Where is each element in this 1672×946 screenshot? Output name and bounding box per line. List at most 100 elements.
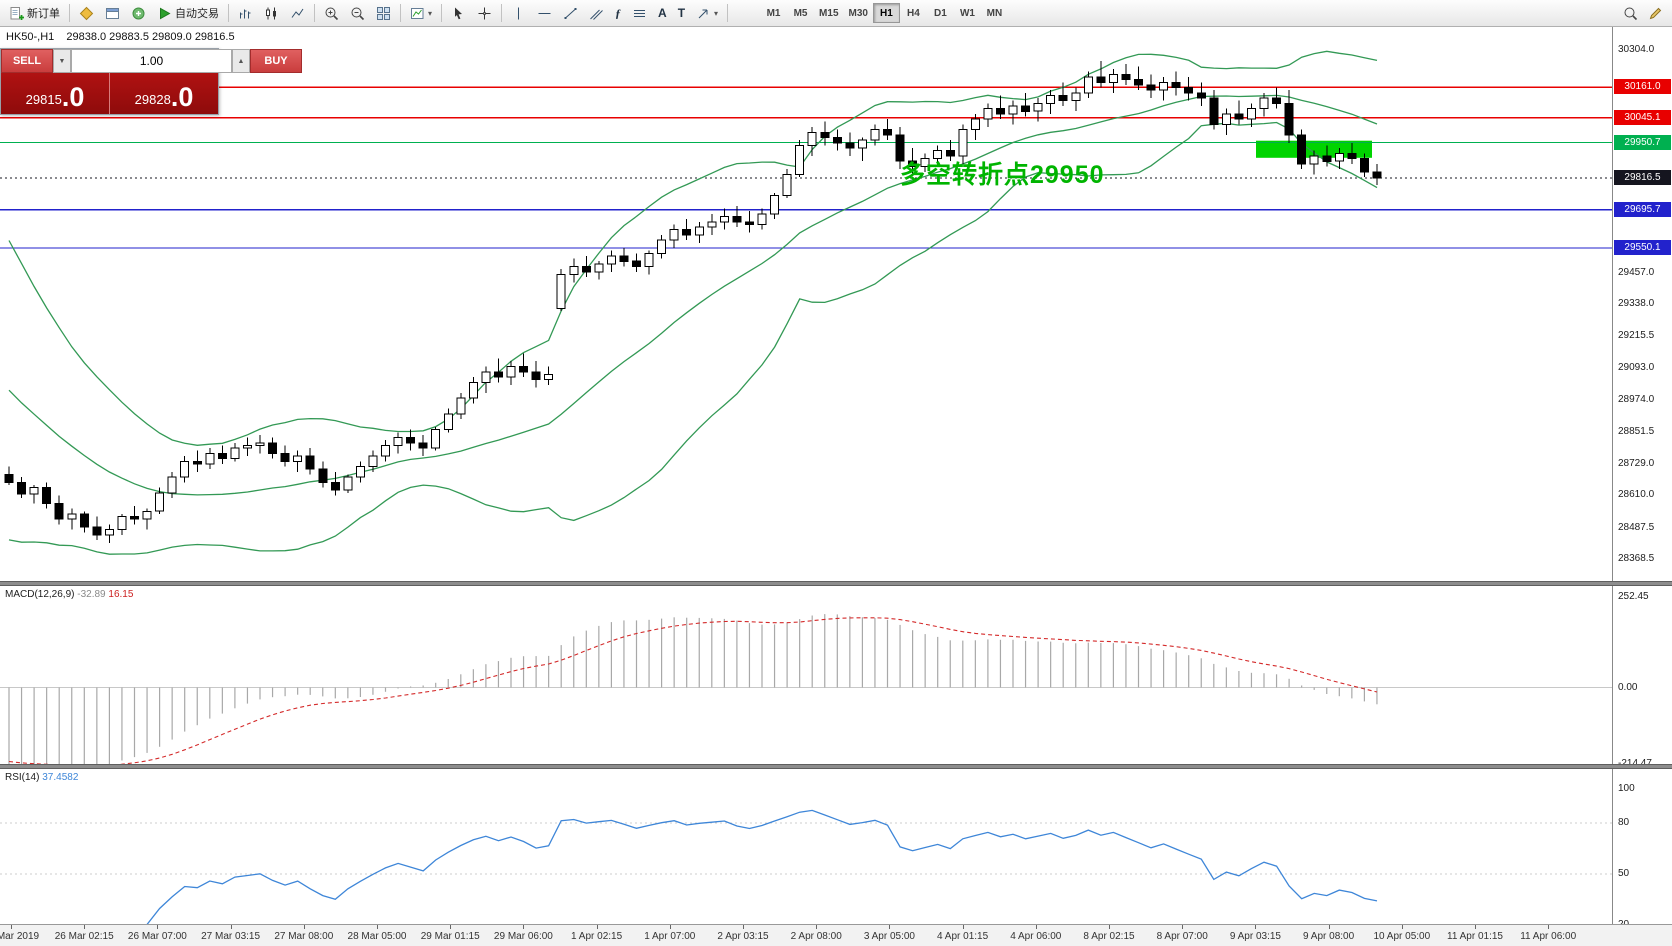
objects-list-button[interactable] [627,2,652,24]
time-axis-label: 11 Apr 01:15 [1447,931,1503,942]
price-axis-label: 28368.5 [1618,553,1655,565]
rsi-chart[interactable] [0,769,1612,924]
macd-signal-value: 16.15 [108,589,134,600]
trendline-tool-button[interactable] [558,2,583,24]
pencil-icon [1648,6,1663,21]
price-axis[interactable]: 30304.0 29457.0 29338.0 29215.5 29093.0 28974… [1612,27,1672,581]
text-label-tool-button[interactable]: T [673,2,690,24]
macd-axis[interactable]: 252.45 0.00 -214.47 [1612,586,1672,764]
timeframe-m1-button[interactable]: M1 [760,3,787,23]
navigator-button[interactable] [126,2,151,24]
chart-title: HK50-,H1 29838.0 29883.5 29809.0 29816.5 [6,31,235,43]
sell-price-main: 29815 [25,92,62,107]
time-axis-label: 11 Apr 06:00 [1520,931,1577,942]
time-tick [743,925,744,929]
tile-windows-icon [376,6,391,21]
time-tick [303,925,305,929]
time-tick [816,925,818,929]
crosshair-tool-button[interactable] [472,2,497,24]
fibonacci-tool-button[interactable]: ƒ [610,2,626,24]
sell-price-pips: .0 [61,82,85,112]
rsi-panel[interactable]: RSI(14) 37.4582 [0,769,1612,924]
rsi-axis[interactable]: 100 80 50 20 [1612,769,1672,924]
panel-splitter[interactable] [0,581,1672,586]
edit-button[interactable] [1643,2,1668,24]
price-axis-label: 28851.5 [1618,425,1655,437]
zoom-out-icon [350,6,365,21]
timeframe-w1-button[interactable]: W1 [954,3,981,23]
horizontal-line-tool-button[interactable] [532,2,557,24]
time-axis-label: 4 Apr 06:00 [1010,931,1062,942]
sell-button[interactable]: SELL [1,49,53,73]
candlestick-chart-button[interactable] [259,2,284,24]
panel-splitter[interactable] [0,764,1672,769]
macd-chart[interactable] [0,586,1612,764]
volume-stepper: ▼ ▲ [53,49,250,73]
price-axis-label: 28610.0 [1618,489,1655,501]
macd-panel[interactable]: MACD(12,26,9) -32.89 16.15 [0,586,1612,764]
time-tick [1035,925,1037,929]
volume-decrease-button[interactable]: ▼ [53,49,71,73]
volume-input[interactable] [71,49,232,73]
arrows-tool-button[interactable]: ▾ [691,2,723,24]
channel-icon [589,6,604,21]
time-tick [1401,925,1403,929]
time-tick [230,925,232,929]
macd-axis-label: -214.47 [1618,758,1652,764]
market-watch-button[interactable] [74,2,99,24]
time-axis-label: 25 Mar 2019 [0,931,40,942]
timeframe-d1-button[interactable]: D1 [927,3,954,23]
new-order-button[interactable]: 新订单 [4,2,65,24]
cursor-tool-button[interactable] [446,2,471,24]
toolbar-separator [228,4,229,22]
rsi-axis-label: 100 [1618,783,1635,794]
buy-button[interactable]: BUY [250,49,302,73]
sell-price[interactable]: 29815.0 [1,73,110,114]
price-chart-panel[interactable]: HK50-,H1 29838.0 29883.5 29809.0 29816.5… [0,27,1612,581]
timeframe-mn-button[interactable]: MN [981,3,1008,23]
timeframe-h4-button[interactable]: H4 [900,3,927,23]
search-button[interactable] [1618,2,1643,24]
channel-tool-button[interactable] [584,2,609,24]
time-axis-label: 10 Apr 05:00 [1373,931,1431,942]
price-axis-label: 29215.5 [1618,330,1655,342]
time-axis-label: 28 Mar 05:00 [347,931,407,942]
price-tag: 29550.1 [1614,240,1671,256]
data-window-button[interactable] [100,2,125,24]
timeframe-m30-button[interactable]: M30 [844,3,873,23]
macd-axis-label: 252.45 [1618,590,1649,602]
indicators-button[interactable]: ▾ [405,2,437,24]
time-tick [962,925,964,929]
new-order-icon [9,6,24,21]
text-t-icon: T [677,6,686,20]
timeframe-m5-button[interactable]: M5 [787,3,814,23]
time-axis-label: 2 Apr 03:15 [717,931,769,942]
time-axis-label: 9 Apr 08:00 [1303,931,1355,942]
navigator-icon [131,6,146,21]
new-order-label: 新订单 [27,8,60,20]
bar-chart-button[interactable] [233,2,258,24]
line-chart-icon [290,6,305,21]
volume-increase-button[interactable]: ▲ [232,49,250,73]
line-chart-button[interactable] [285,2,310,24]
time-tick [1328,925,1330,929]
vertical-line-tool-button[interactable] [506,2,531,24]
search-icon [1623,6,1638,21]
time-axis[interactable]: 25 Mar 2019 26 Mar 02:15 26 Mar 07:00 27 Ma… [0,924,1672,946]
autotrading-button[interactable]: 自动交易 [152,2,224,24]
zoom-in-button[interactable] [319,2,344,24]
time-axis-label: 3 Apr 05:00 [863,931,915,942]
tile-windows-button[interactable] [371,2,396,24]
candlestick-chart[interactable] [0,27,1612,581]
timeframe-m15-button[interactable]: M15 [814,3,843,23]
time-axis-label: 8 Apr 07:00 [1156,931,1208,942]
chart-annotation[interactable]: 多空转折点29950 [900,161,1105,189]
toolbar-separator [314,4,315,22]
buy-price[interactable]: 29828.0 [110,73,218,114]
toolbar-separator [400,4,401,22]
time-tick [84,925,86,929]
timeframe-h1-button[interactable]: H1 [872,3,900,23]
timeframe-group: M1 M5 M15 M30 H1 H4 D1 W1 MN [760,3,1008,23]
text-tool-button[interactable]: A [653,2,672,24]
zoom-out-button[interactable] [345,2,370,24]
